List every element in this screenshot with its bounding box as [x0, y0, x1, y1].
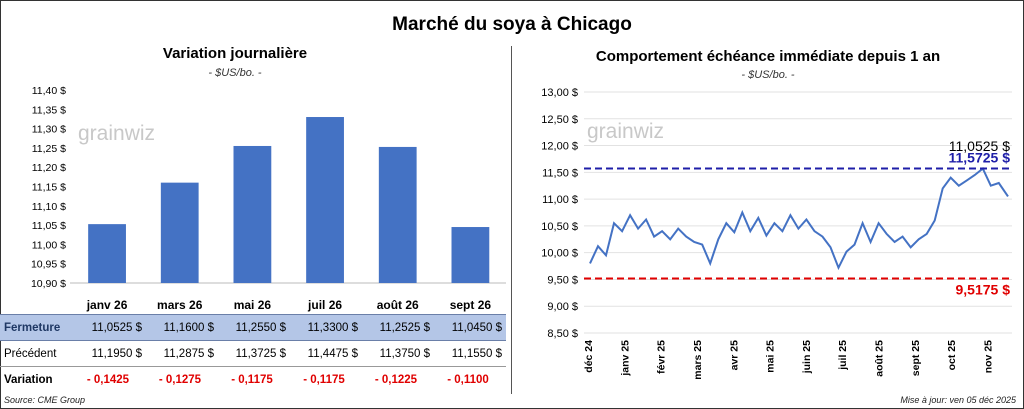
y-tick-label: 10,50 $ [541, 221, 578, 233]
y-tick-label: 10,00 $ [541, 248, 578, 260]
table-cell: 11,2525 $ [379, 321, 430, 334]
x-tick-label: mai 26 [234, 298, 272, 312]
table-row-variation: Variation - 0,1425 - 0,1275 - 0,1175 - 0… [0, 367, 506, 393]
y-tick-label: 10,95 $ [31, 259, 66, 271]
y-tick-label: 11,50 $ [542, 167, 578, 179]
watermark-text: grainwiz [587, 120, 664, 143]
left-chart-unit: - $US/bo. - [208, 67, 262, 79]
table-cell: 11,2875 $ [163, 347, 214, 360]
table-cell: 11,0525 $ [91, 321, 142, 334]
x-tick-label: août 26 [377, 298, 419, 312]
x-tick-label: juil 25 [837, 340, 849, 371]
y-tick-label: 12,50 $ [541, 114, 578, 126]
table-cell: 11,1600 $ [163, 321, 214, 334]
table-cell: 11,2550 $ [235, 321, 286, 334]
x-tick-label: mai 25 [765, 340, 777, 373]
table-cell: 11,4475 $ [307, 347, 358, 360]
x-tick-label: juin 25 [801, 340, 813, 374]
y-tick-label: 11,20 $ [32, 162, 66, 174]
y-tick-label: 10,90 $ [31, 278, 66, 290]
row-label: Fermeture [4, 321, 61, 334]
table-cell: - 0,1425 [86, 373, 130, 386]
x-tick-label: janv 26 [86, 298, 128, 312]
update-note: Mise à jour: ven 05 déc 2025 [900, 395, 1016, 405]
y-tick-label: 11,35 $ [32, 104, 66, 116]
x-tick-label: sept 26 [450, 298, 492, 312]
x-tick-label: déc 24 [583, 340, 595, 373]
bar [88, 224, 126, 283]
y-tick-label: 11,40 $ [32, 85, 66, 97]
x-tick-label: janv 25 [619, 340, 631, 377]
table-cell: 11,3725 $ [235, 347, 286, 360]
table-cell: - 0,1275 [158, 373, 202, 386]
watermark-text: grainwiz [78, 122, 155, 145]
right-chart-title: Comportement échéance immédiate depuis 1… [595, 48, 941, 65]
x-tick-label: juil 26 [307, 298, 342, 312]
table-cell: - 0,1100 [447, 373, 489, 386]
bar [378, 146, 417, 283]
table-cell: 11,0450 $ [451, 321, 502, 334]
y-tick-label: 11,30 $ [32, 124, 66, 136]
y-tick-label: 9,50 $ [547, 274, 578, 286]
x-tick-label: avr 25 [728, 340, 740, 371]
table-cell: - 0,1225 [374, 373, 418, 386]
panel-divider [511, 46, 512, 394]
y-tick-label: 11,00 $ [32, 239, 66, 251]
high-reference-label: 11,5725 $ [948, 149, 1010, 165]
y-tick-label: 11,00 $ [542, 194, 578, 206]
price-table: Fermeture 11,0525 $ 11,1600 $ 11,2550 $ … [0, 314, 506, 392]
price-series-line [589, 167, 1009, 271]
y-tick-label: 11,25 $ [32, 143, 66, 155]
line-chart: grainwiz 8,50 $ 9,00 $ 9,50 $ 10,00 $ 10,50 $… [541, 87, 1012, 380]
table-cell: 11,3300 $ [307, 321, 358, 334]
x-tick-label: oct 25 [946, 340, 958, 371]
table-row-fermeture: Fermeture 11,0525 $ 11,1600 $ 11,2550 $ … [0, 314, 506, 341]
table-cell: 11,3750 $ [379, 347, 430, 360]
x-tick-label: mars 26 [157, 298, 203, 312]
y-tick-label: 13,00 $ [541, 87, 578, 99]
row-label: Variation [4, 373, 53, 386]
row-label: Précédent [4, 347, 57, 360]
low-reference-label: 9,5175 $ [956, 282, 1011, 298]
table-row-precedent: Précédent 11,1950 $ 11,2875 $ 11,3725 $ … [0, 341, 506, 367]
table-cell: - 0,1175 [303, 373, 345, 386]
table-cell: - 0,1175 [231, 373, 273, 386]
y-tick-label: 12,00 $ [541, 141, 578, 153]
bar [451, 227, 490, 283]
table-cell: 11,1950 $ [91, 347, 142, 360]
x-tick-label: nov 25 [982, 340, 994, 373]
x-tick-label: sept 25 [910, 340, 922, 376]
right-chart-unit: - $US/bo. - [741, 69, 795, 81]
bar [233, 145, 272, 283]
bar [306, 117, 344, 284]
y-tick-label: 8,50 $ [547, 328, 578, 340]
y-tick-label: 11,15 $ [32, 182, 66, 194]
last-price-label: 11,0525 $ [949, 138, 1010, 154]
y-tick-label: 11,05 $ [32, 220, 66, 232]
bar-chart: grainwiz 10,90 $ 10,95 $ 11,00 $ 11,05 $ 11,1… [31, 85, 506, 312]
x-tick-label: févr 25 [656, 340, 668, 374]
left-chart-title: Variation journalière [162, 45, 308, 62]
bar [160, 182, 199, 283]
x-tick-label: août 25 [874, 340, 886, 377]
y-tick-label: 9,00 $ [547, 301, 578, 313]
x-tick-label: mars 25 [692, 340, 704, 380]
page-title: Marché du soya à Chicago [392, 14, 632, 35]
table-cell: 11,1550 $ [451, 347, 502, 360]
source-note: Source: CME Group [4, 395, 86, 405]
y-tick-label: 11,10 $ [32, 201, 66, 213]
